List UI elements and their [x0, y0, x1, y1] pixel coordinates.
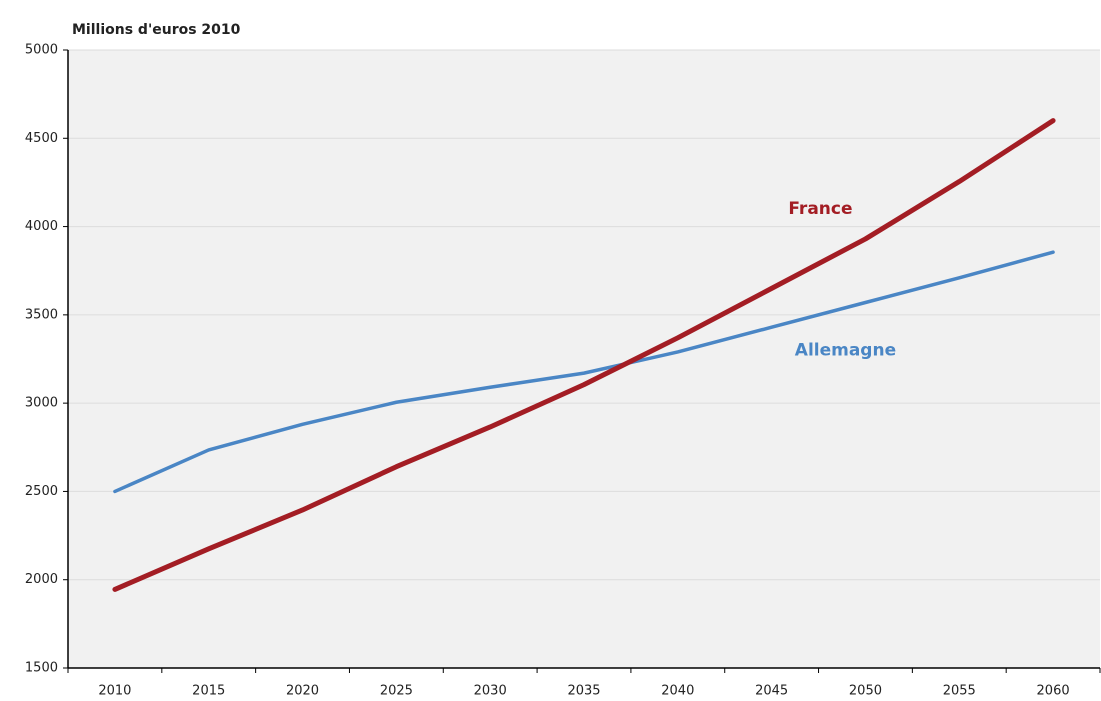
- x-tick-label: 2055: [943, 684, 976, 699]
- x-tick-label: 2010: [98, 684, 131, 699]
- y-tick-label: 4500: [25, 131, 58, 146]
- x-tick-label: 2015: [192, 684, 225, 699]
- series-line: [113, 250, 1055, 494]
- y-tick-label: 4000: [25, 219, 58, 234]
- y-tick-label: 3500: [25, 307, 58, 322]
- x-tick-label: 2050: [849, 684, 882, 699]
- series-label: Allemagne: [795, 340, 896, 360]
- y-tick-label: 2000: [25, 572, 58, 587]
- x-tick-label: 2060: [1037, 684, 1070, 699]
- y-tick-label: 1500: [25, 661, 58, 676]
- x-tick-label: 2020: [286, 684, 319, 699]
- x-tick-label: 2045: [755, 684, 788, 699]
- y-tick-label: 2500: [25, 484, 58, 499]
- chart-title: Millions d'euros 2010: [72, 22, 241, 38]
- plot-area: [68, 50, 1100, 668]
- x-tick-label: 2040: [661, 684, 694, 699]
- x-tick-label: 2025: [380, 684, 413, 699]
- x-tick-label: 2030: [474, 684, 507, 699]
- y-tick-label: 3000: [25, 396, 58, 411]
- series-line: [112, 118, 1056, 592]
- series-label: France: [788, 199, 852, 219]
- x-tick-label: 2035: [567, 684, 600, 699]
- y-tick-label: 5000: [25, 43, 58, 58]
